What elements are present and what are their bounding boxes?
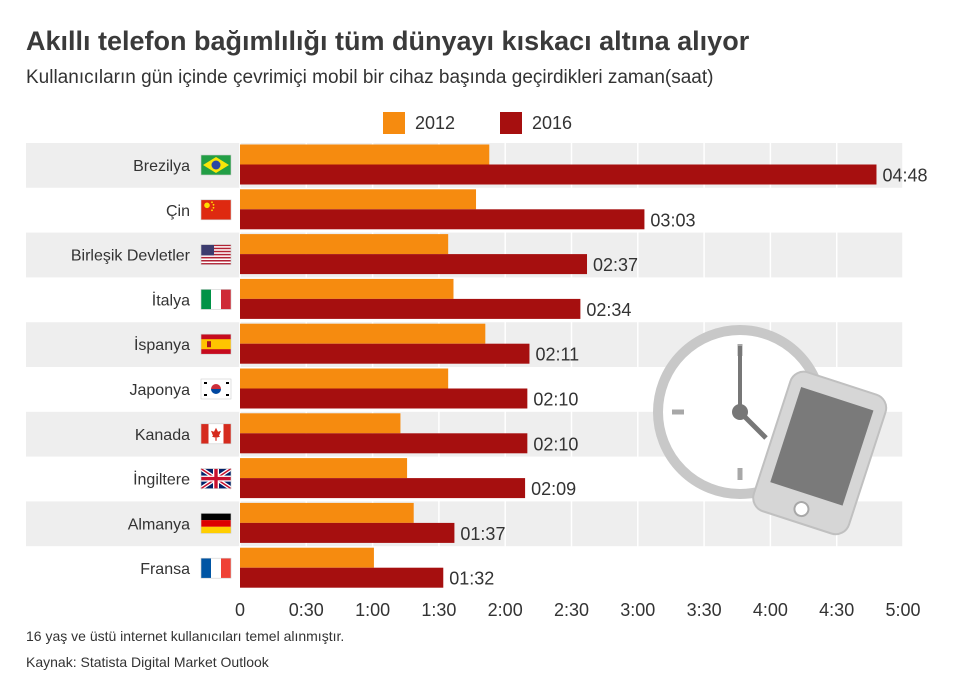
- bar-2016: [240, 567, 444, 588]
- korea-flag-icon: [200, 378, 232, 400]
- value-label-2016: 02:34: [586, 300, 631, 320]
- footnote: 16 yaş ve üstü internet kullanıcıları te…: [26, 628, 345, 644]
- category-label: Birleşik Devletler: [71, 248, 191, 265]
- category-label: İspanya: [134, 335, 190, 354]
- bar-2012: [240, 278, 454, 299]
- italy-flag-icon: [200, 289, 232, 310]
- bars: [240, 144, 877, 588]
- flags: [199, 154, 233, 579]
- legend-swatch-2016: [500, 112, 522, 134]
- value-label-2016: 02:09: [531, 479, 576, 499]
- x-tick-label: 3:00: [620, 600, 655, 620]
- x-tick-label: 4:00: [753, 600, 788, 620]
- legend-item-2016: 2016: [500, 110, 572, 136]
- x-tick-label: 0: [235, 600, 245, 620]
- france-flag-icon: [200, 557, 232, 579]
- x-tick-label: 5:00: [885, 600, 920, 620]
- uk-flag-icon: [199, 466, 233, 491]
- bar-2012: [240, 413, 401, 434]
- category-label: Fransa: [140, 561, 190, 578]
- bar-2016: [240, 478, 526, 499]
- bar-2016: [240, 298, 581, 319]
- x-tick-label: 0:30: [289, 600, 324, 620]
- value-label-2016: 02:10: [533, 390, 578, 410]
- legend-swatch-2012: [383, 112, 405, 134]
- value-label-2016: 04:48: [882, 166, 927, 186]
- category-label: Almanya: [128, 516, 190, 533]
- bar-2012: [240, 323, 486, 344]
- x-tick-label: 2:30: [554, 600, 589, 620]
- usa-flag-icon: [200, 244, 232, 265]
- x-tick-label: 2:00: [488, 600, 523, 620]
- bar-2012: [240, 189, 477, 210]
- category-labels: Brezilya Çin Birleşik Devletler İtalya İspan…: [71, 158, 191, 578]
- value-label-2016: 01:32: [449, 569, 494, 589]
- value-labels: 04:48 03:03 02:37 02:34 02:11 02:10 02:10 02:09…: [449, 166, 927, 589]
- x-tick-label: 3:30: [687, 600, 722, 620]
- source: Kaynak: Statista Digital Market Outlook: [26, 654, 269, 670]
- value-label-2016: 02:10: [533, 434, 578, 454]
- bar-2012: [240, 368, 449, 389]
- bar-2016: [240, 522, 455, 543]
- category-label: Brezilya: [133, 158, 190, 175]
- x-tick-label: 1:00: [355, 600, 390, 620]
- canada-flag-icon: [200, 423, 232, 445]
- legend: 2012 2016: [0, 110, 960, 136]
- bar-2016: [240, 388, 528, 409]
- x-axis-ticks: 0 0:30 1:00 1:30 2:00 2:30 3:00 3:30 4:00 4:30 5:0…: [235, 600, 921, 620]
- chart-subtitle: Kullanıcıların gün içinde çevrimiçi mobi…: [26, 67, 714, 88]
- bar-2012: [240, 502, 414, 523]
- bar-2012: [240, 234, 449, 255]
- bar-2012: [240, 144, 490, 165]
- category-label: İtalya: [152, 290, 190, 309]
- value-label-2016: 02:37: [593, 255, 638, 275]
- germany-flag-icon: [200, 513, 232, 534]
- legend-label-2012: 2012: [415, 112, 456, 133]
- value-label-2016: 03:03: [650, 210, 695, 230]
- brazil-flag-icon: [200, 154, 232, 176]
- bar-2016: [240, 433, 528, 454]
- category-label: İngiltere: [133, 470, 190, 489]
- bar-2012: [240, 547, 374, 568]
- smartphone-icon: [752, 370, 888, 536]
- x-tick-label: 1:30: [421, 600, 456, 620]
- china-flag-icon: [200, 199, 232, 221]
- category-label: Çin: [166, 203, 190, 220]
- value-label-2016: 01:37: [460, 524, 505, 544]
- bar-2016: [240, 343, 530, 364]
- bar-2016: [240, 164, 877, 185]
- bar-2016: [240, 209, 645, 230]
- bar-2016: [240, 254, 588, 275]
- bar-2012: [240, 458, 408, 479]
- legend-item-2012: 2012: [383, 110, 455, 136]
- legend-label-2016: 2016: [532, 112, 573, 133]
- row-band: [26, 501, 903, 547]
- spain-flag-icon: [200, 333, 232, 355]
- category-label: Kanada: [135, 427, 190, 444]
- x-tick-label: 4:30: [819, 600, 854, 620]
- chart-title: Akıllı telefon bağımlılığı tüm dünyayı k…: [26, 26, 750, 56]
- category-label: Japonya: [130, 382, 191, 399]
- clock-phone-illustration: [653, 325, 888, 536]
- value-label-2016: 02:11: [535, 345, 579, 365]
